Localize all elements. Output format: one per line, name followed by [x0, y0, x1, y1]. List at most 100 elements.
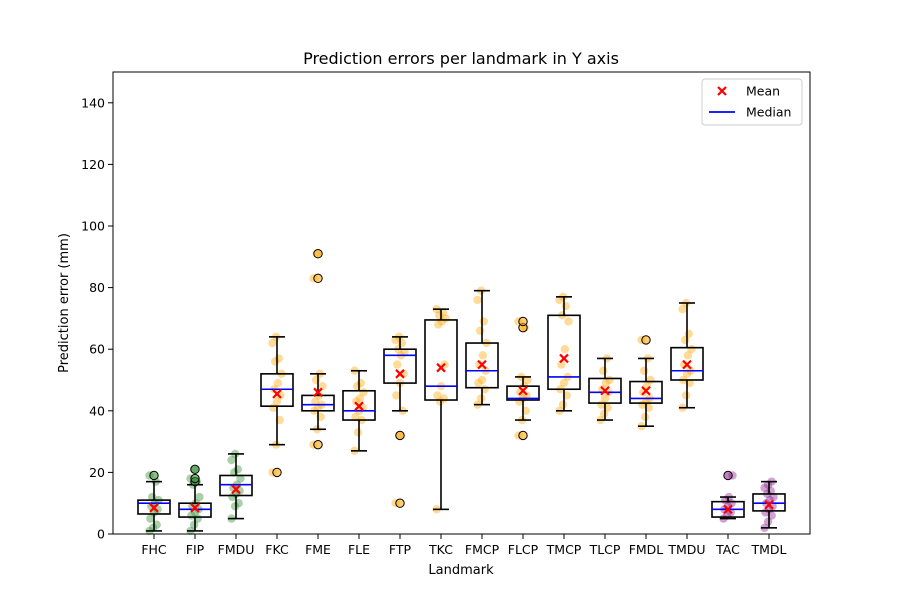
data-point: [195, 492, 204, 502]
data-point: [599, 366, 608, 375]
box-iqr: [506, 385, 540, 401]
box-iqr: [383, 348, 417, 384]
data-point: [678, 304, 687, 314]
box-group-flcp: [506, 316, 540, 441]
x-tick-label-fle: FLE: [348, 542, 370, 557]
x-axis: FHC FIP FMDU FKC FME FLE FTP TKC FMCP FLCP TMCP TLC…: [141, 534, 787, 557]
data-point: [318, 381, 327, 391]
data-point: [555, 295, 564, 305]
data-point: [557, 360, 566, 369]
data-point: [268, 338, 277, 348]
chart-title: Prediction errors per landmark in Y axis: [303, 49, 619, 68]
box-group-fle: [342, 366, 376, 456]
x-tick-label-fhc: FHC: [141, 542, 167, 557]
box-iqr: [342, 389, 376, 421]
mean-marker: [682, 359, 692, 370]
data-point: [351, 412, 360, 422]
legend-box: [701, 78, 803, 126]
box-group-fip: [178, 464, 212, 536]
x-tick-label-tlcp: TLCP: [589, 542, 621, 557]
data-point: [478, 351, 488, 360]
data-point: [236, 474, 245, 483]
mean-marker: [149, 503, 159, 513]
data-point: [476, 326, 485, 335]
mean-marker: [436, 362, 446, 373]
x-axis-label: Landmark: [428, 563, 494, 578]
box-group-fhc: [137, 470, 171, 536]
data-point: [646, 375, 655, 385]
data-point: [353, 428, 363, 437]
box-iqr: [465, 342, 499, 389]
y-tick-label: 0: [97, 527, 105, 542]
data-point: [477, 375, 487, 385]
box-iqr: [588, 377, 622, 404]
box-group-fmdl: [629, 335, 663, 431]
x-tick-label-fmdu: FMDU: [218, 542, 255, 557]
y-tick-label: 140: [81, 95, 105, 110]
data-point: [233, 465, 242, 474]
mean-marker: [231, 484, 241, 495]
y-tick-label: 20: [89, 465, 105, 480]
x-tick-label-flcp: FLCP: [508, 542, 539, 557]
data-point: [559, 378, 569, 388]
data-point: [683, 351, 693, 360]
box-iqr: [137, 499, 171, 515]
y-tick-label: 120: [81, 157, 105, 172]
data-point: [434, 320, 443, 329]
data-point: [769, 492, 778, 502]
x-tick-label-fmcp: FMCP: [465, 542, 500, 557]
box-group-ftp: [383, 332, 417, 508]
data-point: [558, 400, 568, 409]
data-point: [311, 397, 320, 406]
box-group-fmdu: [219, 449, 253, 523]
data-point: [561, 301, 570, 311]
data-point: [684, 329, 693, 338]
box-group-tmdl: [752, 477, 786, 533]
y-tick-label: 80: [89, 280, 105, 295]
data-point: [564, 317, 573, 326]
outlier-point: [313, 249, 323, 259]
data-point: [681, 391, 691, 400]
data-point: [473, 295, 482, 305]
data-point: [560, 345, 570, 354]
data-point: [479, 317, 488, 326]
data-point: [763, 480, 773, 489]
box-group-fmcp: [465, 286, 499, 409]
data-point: [273, 378, 283, 388]
y-axis: 0 20 40 60 80 100 120 140: [81, 95, 113, 542]
data-point: [760, 483, 769, 492]
x-tick-label-tmcp: TMCP: [546, 542, 582, 557]
data-point: [227, 455, 236, 465]
x-tick-label-fkc: FKC: [265, 542, 289, 557]
mean-marker: [313, 387, 323, 398]
box-iqr: [629, 380, 663, 404]
outlier-point: [149, 470, 159, 481]
data-point: [356, 378, 365, 388]
legend-label-median: Median: [746, 105, 791, 120]
x-tick-label-fmdl: FMDL: [629, 542, 664, 557]
data-point: [359, 388, 368, 397]
x-tick-label-tkc: TKC: [428, 542, 453, 557]
outlier-point: [518, 430, 528, 441]
mean-marker: [354, 401, 364, 411]
outlier-point: [641, 335, 651, 345]
box-group-tkc: [424, 304, 458, 514]
legend-label-mean: Mean: [746, 84, 780, 99]
box-group-tmdu: [670, 298, 704, 412]
outlier-point: [313, 439, 323, 450]
data-point: [392, 391, 401, 400]
data-point: [682, 369, 692, 379]
outlier-point: [313, 273, 323, 284]
mean-marker: [559, 353, 569, 364]
outlier-point: [272, 467, 282, 478]
data-point: [605, 375, 614, 385]
data-point: [400, 348, 409, 357]
data-point: [189, 520, 199, 529]
data-point: [640, 366, 649, 375]
x-tick-label-tmdl: TMDL: [750, 542, 786, 557]
outlier-point: [395, 430, 405, 441]
box-iqr: [301, 394, 335, 412]
plot-frame: [112, 71, 811, 535]
y-tick-label: 100: [81, 219, 105, 234]
